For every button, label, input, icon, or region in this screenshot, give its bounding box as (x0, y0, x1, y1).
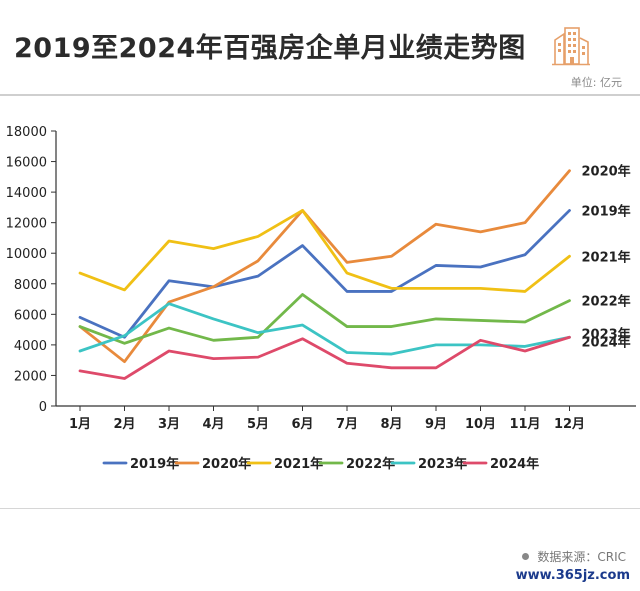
building-icon (552, 27, 590, 66)
series-line-2023 (78, 302, 571, 356)
x-tick-label: 10月 (465, 417, 496, 432)
x-tick-label: 12月 (554, 417, 585, 432)
legend-label-2024: 2024年 (490, 456, 539, 472)
x-tick-label: 7月 (336, 417, 358, 432)
y-tick-label: 12000 (6, 217, 47, 232)
y-tick-label: 2000 (14, 369, 47, 384)
series-end-label-2023: 2023年 (582, 326, 631, 342)
y-tick-label: 16000 (6, 156, 47, 171)
y-tick-label: 8000 (14, 278, 47, 293)
series-line-2021 (78, 209, 571, 293)
x-tick-label: 2月 (113, 417, 135, 432)
legend-label-2022: 2022年 (346, 456, 395, 472)
series-end-label-2024: 2024年 (582, 334, 631, 350)
legend-label-2021: 2021年 (274, 456, 323, 472)
legend-label-2023: 2023年 (418, 456, 467, 472)
series-end-label-2020: 2020年 (582, 164, 631, 180)
x-tick-label: 1月 (69, 417, 91, 432)
y-tick-label: 18000 (6, 125, 47, 140)
y-tick-label: 14000 (6, 186, 47, 201)
x-tick-label: 11月 (509, 417, 540, 432)
legend-label-2019: 2019年 (130, 456, 179, 472)
x-tick-label: 4月 (202, 417, 224, 432)
data-source-text: 数据来源：CRIC (537, 550, 626, 564)
unit-label: 单位: 亿元 (570, 76, 622, 89)
series-line-2020 (78, 169, 571, 364)
y-tick-label: 4000 (14, 339, 47, 354)
x-tick-label: 5月 (247, 417, 269, 432)
y-tick-label: 0 (39, 400, 47, 415)
data-source: 数据来源：CRIC (522, 548, 626, 565)
header-divider (0, 94, 640, 96)
website-watermark: www.365jz.com (515, 568, 630, 583)
x-tick-label: 3月 (158, 417, 180, 432)
series-line-2019 (78, 209, 571, 339)
legend-label-2020: 2020年 (202, 456, 251, 472)
series-end-label-2021: 2021年 (582, 249, 631, 265)
series-end-label-2019: 2019年 (582, 203, 631, 219)
x-tick-label: 6月 (291, 417, 313, 432)
bullet-icon (522, 553, 530, 560)
x-tick-label: 8月 (380, 417, 402, 432)
y-tick-label: 6000 (14, 308, 47, 323)
series-line-2022 (78, 293, 571, 345)
line-chart: 0 2000 4000 6000 8000 10000 12000 14000 16000 180… (6, 125, 636, 472)
series-end-label-2022: 2022年 (582, 294, 631, 310)
chart-title: 2019至2024年百强房企单月业绩走势图 (14, 33, 526, 64)
footer-divider (0, 508, 640, 509)
x-tick-label: 9月 (425, 417, 447, 432)
y-tick-label: 10000 (6, 247, 47, 262)
series-line-2024 (78, 335, 571, 380)
